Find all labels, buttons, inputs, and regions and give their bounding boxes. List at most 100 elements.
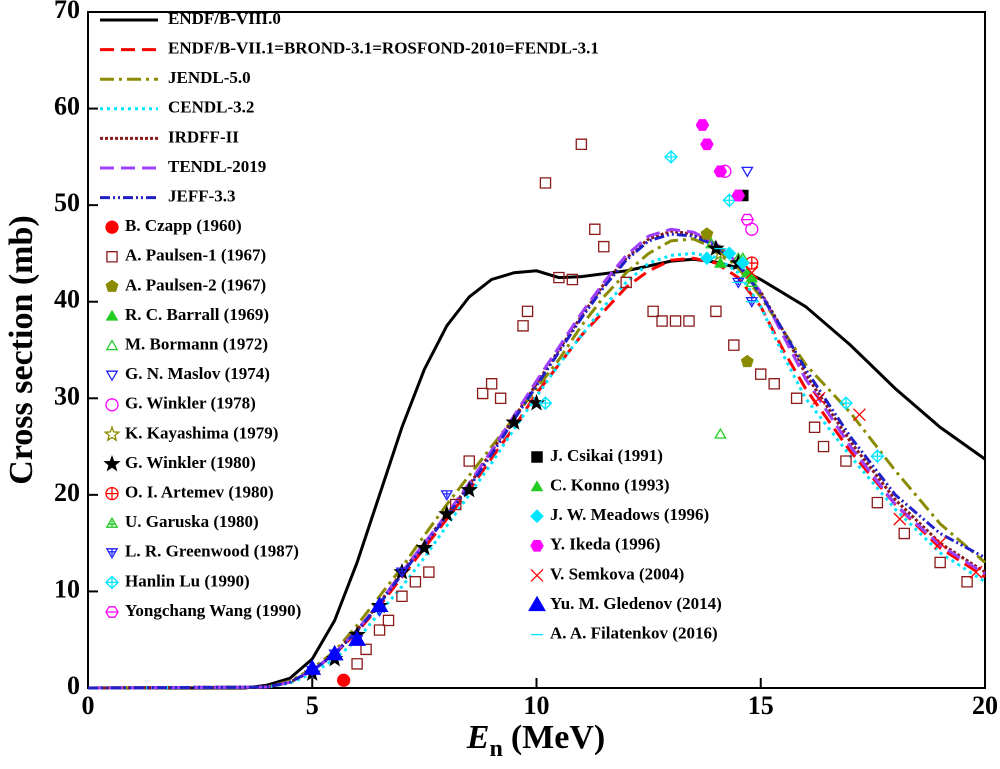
data-point — [700, 251, 714, 266]
legend-label: ENDF/B-VIII.0 — [168, 9, 281, 28]
data-point — [852, 408, 866, 422]
legend-marker — [105, 548, 119, 560]
data-point — [505, 413, 523, 430]
data-point — [893, 512, 907, 526]
x-label-subscript: n — [489, 736, 502, 762]
data-point — [840, 455, 852, 467]
legend-marker — [105, 370, 119, 382]
data-point — [348, 630, 367, 646]
data-point — [839, 396, 853, 411]
data-point — [817, 440, 830, 453]
legend-label: JENDL-5.0 — [168, 68, 251, 87]
legend-marker — [105, 486, 119, 501]
data-point — [460, 480, 478, 498]
data-point — [871, 496, 884, 509]
data-point — [647, 305, 659, 318]
x-tick-label: 10 — [524, 691, 550, 720]
data-point — [538, 396, 553, 411]
data-point — [745, 271, 759, 283]
data-point — [683, 315, 695, 327]
x-axis-label: En (MeV) — [466, 719, 605, 762]
data-point — [707, 239, 725, 256]
data-point — [934, 556, 946, 569]
legend-label: R. C. Barrall (1969) — [125, 305, 269, 324]
legend-label: O. I. Artemev (1980) — [125, 483, 274, 502]
data-point — [521, 305, 534, 318]
legend-label: U. Garuska (1980) — [125, 512, 259, 531]
x-tick-label: 5 — [306, 691, 319, 720]
legend-label: A. Paulsen-1 (1967) — [125, 246, 266, 265]
legend-label: IRDFF-II — [168, 127, 239, 146]
legend-label: G. Winkler (1978) — [125, 394, 256, 413]
legend: ENDF/B-VIII.0 ENDF/B-VII.1=BROND-3.1=ROSF… — [100, 9, 722, 643]
data-point — [494, 392, 507, 405]
legend-label: J. W. Meadows (1996) — [550, 505, 709, 524]
legend-label: V. Semkova (2004) — [550, 564, 684, 583]
data-point — [517, 320, 529, 332]
legend-label: Yu. M. Gledenov (2014) — [550, 594, 722, 613]
data-point — [969, 565, 983, 579]
data-point — [303, 659, 322, 675]
legend-marker — [103, 454, 121, 472]
data-point — [714, 256, 727, 268]
data-point — [476, 387, 489, 400]
legend-marker — [530, 480, 544, 492]
data-point — [808, 421, 821, 433]
legend-marker — [530, 509, 544, 524]
legend-marker — [105, 516, 119, 528]
legend-label: ENDF/B-VII.1=BROND-3.1=ROSFOND-2010=FEND… — [168, 39, 599, 58]
x-tick-label: 0 — [82, 691, 95, 720]
data-point — [735, 256, 750, 271]
data-point — [423, 566, 435, 578]
legend-marker — [106, 251, 118, 263]
data-point — [415, 538, 433, 556]
data-point — [695, 119, 710, 131]
legend-label: JEFF-3.3 — [168, 187, 236, 206]
data-point — [731, 189, 746, 202]
legend-label: L. R. Greenwood (1987) — [125, 542, 299, 561]
legend-marker — [530, 568, 544, 582]
data-point — [589, 223, 601, 236]
x-tick-label: 20 — [972, 691, 998, 720]
data-point — [755, 368, 767, 380]
data-point — [700, 227, 714, 240]
curve — [88, 257, 986, 690]
legend-label: J. Csikai (1991) — [550, 446, 663, 465]
legend-marker — [105, 339, 119, 351]
data-point — [740, 213, 755, 226]
data-point — [745, 266, 759, 280]
legend-marker — [105, 279, 119, 292]
legend-label: CENDL-3.2 — [168, 98, 254, 117]
data-point — [898, 527, 911, 540]
y-tick-label: 50 — [54, 188, 80, 217]
data-point — [700, 138, 714, 151]
legend-label: A. Paulsen-2 (1967) — [125, 275, 266, 294]
data-point — [373, 624, 386, 636]
data-point — [933, 536, 947, 550]
data-point — [713, 165, 728, 178]
legend-marker — [105, 220, 119, 234]
data-point — [382, 614, 395, 627]
legend-label: TENDL-2019 — [168, 157, 266, 176]
legend-marker — [103, 425, 121, 442]
data-point — [325, 644, 344, 661]
legend-marker — [105, 398, 119, 412]
legend-marker — [528, 595, 546, 612]
data-point — [664, 149, 678, 164]
data-point — [539, 177, 552, 189]
data-point — [722, 193, 737, 208]
data-point — [656, 315, 668, 327]
data-point — [790, 392, 803, 405]
data-point — [740, 354, 754, 368]
data-point — [450, 498, 462, 511]
y-tick-label: 0 — [67, 671, 80, 700]
data-point — [620, 276, 632, 289]
data-point — [409, 576, 422, 588]
legend-label: G. Winkler (1980) — [125, 453, 256, 472]
data-point — [812, 391, 826, 405]
x-label-unit: (MeV) — [511, 719, 605, 756]
data-point — [745, 222, 759, 236]
legend-marker — [105, 309, 119, 321]
data-point — [575, 138, 588, 151]
